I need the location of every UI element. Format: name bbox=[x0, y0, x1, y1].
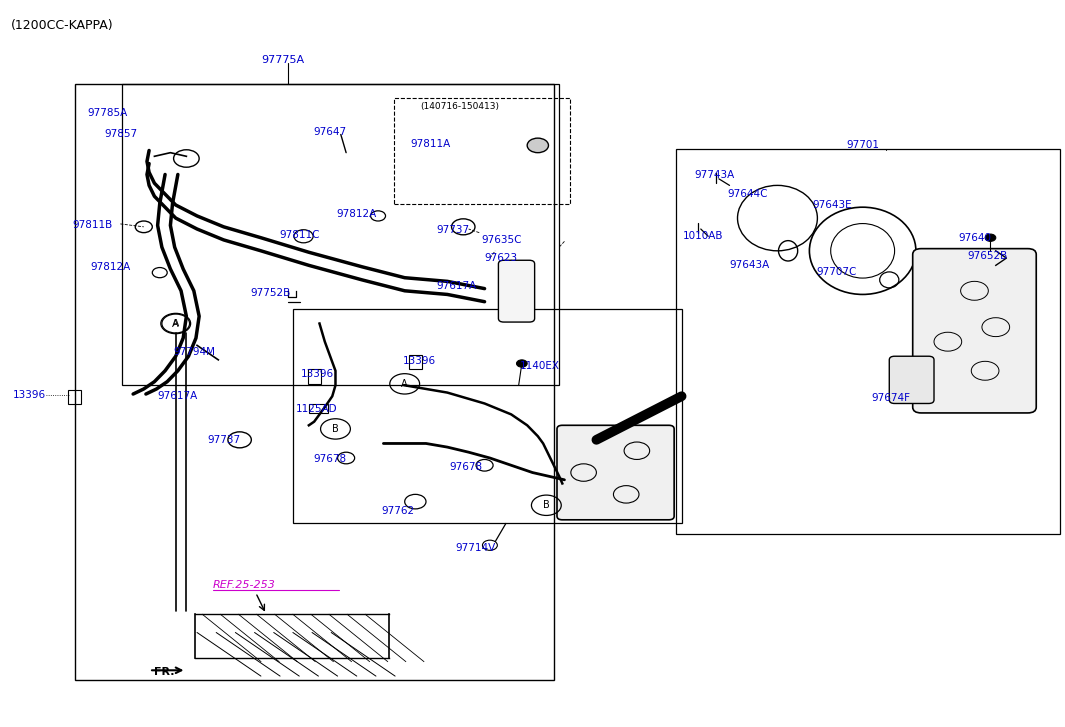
Circle shape bbox=[527, 138, 548, 153]
Text: 97811C: 97811C bbox=[279, 230, 320, 240]
Bar bbox=[68, 390, 81, 404]
Text: 97857: 97857 bbox=[104, 129, 137, 140]
Text: A: A bbox=[173, 319, 179, 328]
Bar bbox=[308, 369, 321, 384]
Text: 97707C: 97707C bbox=[817, 267, 857, 277]
FancyBboxPatch shape bbox=[913, 249, 1036, 413]
Text: 97623: 97623 bbox=[485, 253, 518, 263]
Text: 13396: 13396 bbox=[13, 390, 46, 401]
Text: 97812A: 97812A bbox=[91, 262, 131, 272]
Text: (140716-150413): (140716-150413) bbox=[421, 103, 499, 111]
Text: (1200CC-KAPPA): (1200CC-KAPPA) bbox=[11, 19, 113, 32]
Text: 97647: 97647 bbox=[313, 127, 346, 137]
Text: 97644C: 97644C bbox=[727, 189, 768, 199]
Text: A: A bbox=[173, 318, 179, 329]
Text: 97678: 97678 bbox=[449, 462, 482, 472]
Text: 1125AD: 1125AD bbox=[296, 403, 338, 414]
Text: B: B bbox=[332, 424, 339, 434]
Text: B: B bbox=[543, 500, 550, 510]
Bar bbox=[409, 355, 422, 369]
Text: 97737: 97737 bbox=[208, 435, 241, 445]
Text: 97640: 97640 bbox=[958, 233, 992, 243]
Text: 97752B: 97752B bbox=[250, 288, 291, 298]
Text: 97714V: 97714V bbox=[456, 543, 496, 553]
FancyBboxPatch shape bbox=[557, 425, 674, 520]
Text: 13396: 13396 bbox=[300, 369, 333, 379]
Text: 97617A: 97617A bbox=[158, 391, 198, 401]
Text: 97652B: 97652B bbox=[967, 251, 1007, 261]
Circle shape bbox=[517, 360, 527, 367]
Text: A: A bbox=[402, 379, 408, 389]
Text: 97635C: 97635C bbox=[481, 235, 522, 245]
Text: FR.: FR. bbox=[154, 667, 175, 678]
Bar bbox=[309, 404, 328, 413]
Text: 97701: 97701 bbox=[847, 140, 880, 150]
Text: 97743A: 97743A bbox=[694, 170, 735, 180]
Text: 97775A: 97775A bbox=[261, 55, 304, 65]
Text: 1140EX: 1140EX bbox=[520, 361, 560, 371]
FancyBboxPatch shape bbox=[889, 356, 934, 403]
Text: 97674F: 97674F bbox=[871, 393, 911, 403]
Text: 13396: 13396 bbox=[403, 356, 436, 366]
FancyBboxPatch shape bbox=[498, 260, 535, 322]
Text: 97762: 97762 bbox=[381, 506, 414, 516]
Text: 97794M: 97794M bbox=[174, 347, 215, 357]
Text: 97737: 97737 bbox=[437, 225, 470, 235]
Text: 97811B: 97811B bbox=[72, 220, 113, 230]
Text: REF.25-253: REF.25-253 bbox=[213, 580, 276, 590]
Circle shape bbox=[985, 234, 996, 241]
Text: 97812A: 97812A bbox=[337, 209, 377, 219]
Text: 1010AB: 1010AB bbox=[683, 230, 723, 241]
Text: 97643E: 97643E bbox=[813, 200, 852, 210]
Text: 97678: 97678 bbox=[313, 454, 346, 465]
Text: 97643A: 97643A bbox=[730, 260, 770, 270]
Text: 97811A: 97811A bbox=[410, 139, 450, 149]
Text: 97785A: 97785A bbox=[87, 108, 128, 118]
Text: 97617A: 97617A bbox=[437, 281, 477, 292]
